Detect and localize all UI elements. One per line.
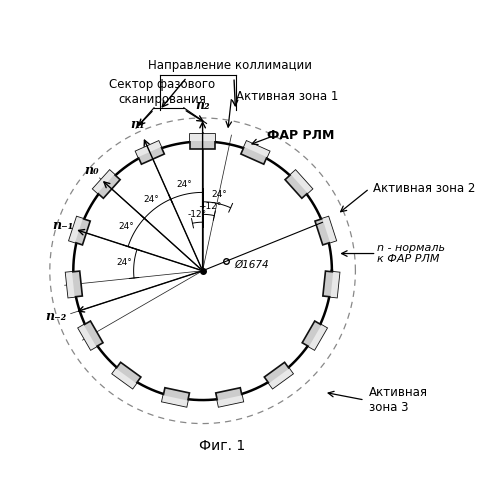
Text: Сектор фазового
сканирования: Сектор фазового сканирования (109, 78, 215, 106)
Polygon shape (112, 362, 141, 388)
Polygon shape (66, 271, 82, 297)
Polygon shape (190, 134, 215, 141)
Text: n₋₂: n₋₂ (45, 310, 67, 323)
Polygon shape (323, 271, 340, 297)
Text: 24°: 24° (211, 190, 227, 198)
Text: -12°: -12° (187, 210, 206, 219)
Polygon shape (66, 272, 75, 297)
Polygon shape (93, 170, 120, 198)
Text: ФАР РЛМ: ФАР РЛМ (267, 130, 334, 142)
Text: Активная зона 1: Активная зона 1 (236, 90, 338, 104)
Polygon shape (302, 321, 327, 350)
Text: 24°: 24° (143, 196, 159, 204)
Text: n - нормаль
к ФАР РЛМ: n - нормаль к ФАР РЛМ (377, 242, 445, 264)
Text: Ø1674: Ø1674 (234, 260, 268, 270)
Text: 24°: 24° (117, 258, 133, 267)
Polygon shape (285, 170, 312, 198)
Text: 24°: 24° (119, 222, 135, 232)
Text: +12°: +12° (198, 202, 221, 211)
Polygon shape (309, 325, 327, 350)
Polygon shape (162, 388, 189, 406)
Text: 24°: 24° (177, 180, 192, 190)
Polygon shape (217, 396, 243, 406)
Polygon shape (78, 325, 96, 350)
Polygon shape (136, 141, 164, 164)
Polygon shape (112, 368, 136, 388)
Polygon shape (291, 170, 312, 193)
Polygon shape (330, 272, 340, 297)
Polygon shape (323, 216, 336, 242)
Polygon shape (244, 141, 269, 157)
Text: Активная зона 2: Активная зона 2 (373, 182, 476, 195)
Polygon shape (69, 216, 83, 242)
Text: n₋₁: n₋₁ (52, 218, 73, 232)
Polygon shape (162, 396, 188, 406)
Polygon shape (216, 388, 243, 406)
Polygon shape (315, 216, 336, 245)
Polygon shape (264, 362, 293, 388)
Polygon shape (269, 368, 293, 388)
Polygon shape (136, 141, 161, 157)
Polygon shape (69, 216, 90, 245)
Polygon shape (241, 141, 269, 164)
Polygon shape (93, 170, 114, 193)
Text: Фиг. 1: Фиг. 1 (199, 440, 245, 454)
Text: n₂: n₂ (195, 99, 210, 112)
Polygon shape (78, 321, 103, 350)
Text: n₀: n₀ (84, 164, 99, 177)
Text: Направление коллимации: Направление коллимации (148, 59, 312, 72)
Text: n₁: n₁ (130, 118, 145, 131)
Text: Активная
зона 3: Активная зона 3 (369, 386, 427, 414)
Polygon shape (190, 134, 215, 148)
